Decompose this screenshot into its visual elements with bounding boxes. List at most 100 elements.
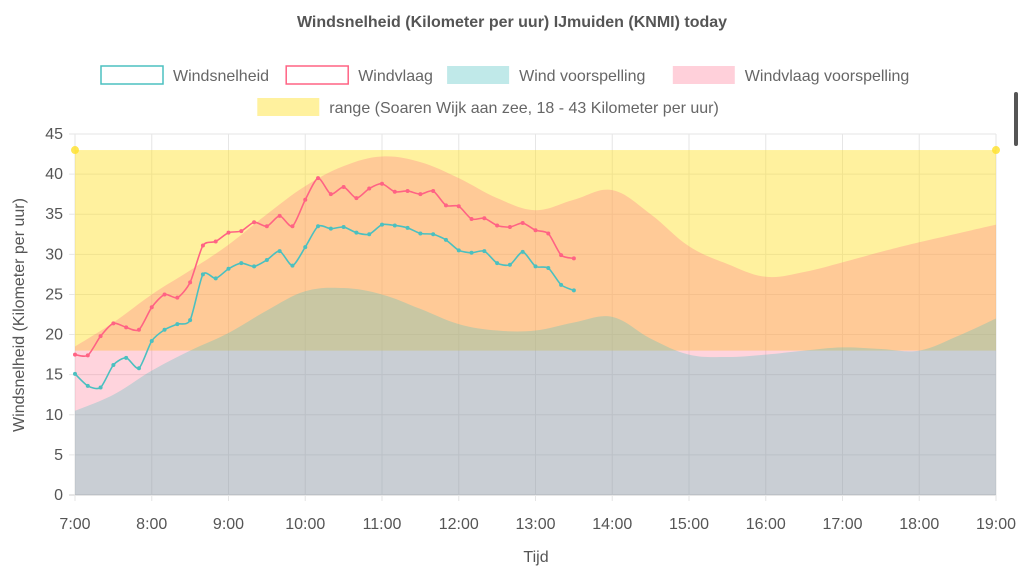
y-tick-label: 35 bbox=[45, 206, 63, 223]
y-tick-label: 20 bbox=[45, 327, 63, 344]
gust-point bbox=[354, 196, 359, 201]
legend-swatch bbox=[257, 98, 320, 116]
chart-title: Windsnelheid (Kilometer per uur) IJmuide… bbox=[297, 14, 727, 31]
wind-point bbox=[124, 355, 129, 360]
gust-point bbox=[124, 325, 129, 330]
y-tick-label: 25 bbox=[45, 286, 63, 303]
gust-point bbox=[520, 221, 525, 226]
gust-point bbox=[149, 305, 154, 310]
y-axis-title: Windsnelheid (Kilometer per uur) bbox=[11, 198, 28, 432]
gust-line bbox=[74, 177, 575, 358]
wind-point bbox=[482, 249, 487, 254]
wind-point bbox=[303, 245, 308, 250]
x-tick-label: 7:00 bbox=[59, 516, 90, 533]
range-point bbox=[71, 146, 79, 155]
gust-point bbox=[303, 197, 308, 202]
gust-point bbox=[482, 216, 487, 221]
y-tick-label: 0 bbox=[54, 487, 63, 504]
legend-swatch bbox=[100, 65, 164, 85]
legend-label: range (Soaren Wijk aan zee, 18 - 43 Kilo… bbox=[329, 100, 719, 117]
gust-point bbox=[418, 192, 423, 197]
gust-point bbox=[73, 352, 77, 357]
legend-swatch bbox=[672, 66, 735, 84]
y-tick-label: 45 bbox=[45, 126, 63, 143]
gust-point bbox=[226, 230, 231, 235]
wind-point bbox=[559, 282, 564, 287]
wind-point bbox=[507, 262, 512, 267]
gust-point bbox=[111, 321, 116, 326]
x-axis-title: Tijd bbox=[523, 549, 548, 566]
gust-point bbox=[188, 280, 193, 285]
scrollbar[interactable] bbox=[1014, 92, 1018, 146]
wind-point bbox=[495, 261, 500, 266]
wind-point bbox=[149, 338, 154, 343]
gust-point bbox=[290, 224, 295, 229]
range-point bbox=[992, 146, 1000, 155]
y-tick-label: 30 bbox=[45, 246, 63, 263]
legend-item: Windvlaag bbox=[285, 65, 433, 85]
gust-point bbox=[136, 327, 141, 332]
gust-point bbox=[431, 188, 436, 193]
x-tick-label: 16:00 bbox=[746, 516, 786, 533]
wind-point bbox=[98, 385, 103, 390]
wind-point bbox=[264, 257, 269, 262]
gust-point bbox=[559, 253, 564, 258]
wind-point bbox=[175, 322, 180, 327]
wind-point bbox=[111, 363, 116, 368]
legend-item: Windvlaag voorspelling bbox=[672, 66, 910, 85]
wind-point bbox=[188, 318, 193, 323]
wind-point bbox=[443, 237, 448, 242]
wind-point bbox=[200, 272, 205, 277]
gust-point bbox=[239, 229, 244, 234]
gust-point bbox=[456, 204, 461, 209]
legend-item: Wind voorspelling bbox=[447, 66, 645, 85]
gust-point bbox=[98, 334, 103, 339]
wind-point bbox=[239, 261, 244, 266]
wind-line bbox=[74, 223, 575, 390]
gust-point bbox=[495, 223, 500, 228]
wind-point bbox=[380, 222, 384, 227]
gust-point bbox=[507, 225, 512, 230]
legend-item: range (Soaren Wijk aan zee, 18 - 43 Kilo… bbox=[257, 98, 719, 117]
legend-label: Windsnelheid bbox=[173, 68, 269, 85]
wind-point bbox=[520, 249, 525, 254]
x-tick-label: 18:00 bbox=[899, 516, 939, 533]
legend-label: Wind voorspelling bbox=[519, 68, 645, 85]
wind-point bbox=[162, 327, 167, 332]
y-tick-label: 5 bbox=[54, 447, 63, 464]
gust-point bbox=[213, 239, 218, 244]
gust-forecast-area bbox=[75, 156, 996, 495]
gust-point bbox=[367, 186, 372, 191]
wind-point bbox=[456, 248, 461, 253]
legend: Windsnelheid Windvlaag Wind voorspelling Wi… bbox=[100, 65, 910, 117]
grid bbox=[69, 133, 997, 501]
wind-point bbox=[392, 223, 397, 228]
gust-point bbox=[341, 184, 346, 189]
gust-point bbox=[175, 295, 180, 300]
gust-point bbox=[392, 189, 397, 194]
wind-point bbox=[252, 264, 257, 269]
wind-point bbox=[405, 225, 410, 230]
wind-point bbox=[341, 225, 346, 230]
y-tick-label: 40 bbox=[45, 166, 63, 183]
wind-forecast-area bbox=[75, 287, 996, 495]
y-tick-label: 15 bbox=[45, 367, 63, 384]
gust-point bbox=[443, 203, 448, 208]
x-tick-label: 10:00 bbox=[285, 516, 325, 533]
y-tick-label: 10 bbox=[45, 407, 63, 424]
wind-point bbox=[290, 263, 295, 268]
wind-point bbox=[328, 226, 333, 231]
wind-point bbox=[431, 232, 436, 237]
gust-point bbox=[264, 224, 269, 229]
wind-point bbox=[136, 366, 141, 371]
gust-point bbox=[277, 213, 282, 218]
gust-point bbox=[200, 243, 205, 248]
series-lines bbox=[73, 176, 576, 390]
wind-point bbox=[277, 249, 282, 254]
gust-point bbox=[571, 256, 576, 261]
legend-item: Windsnelheid bbox=[100, 65, 269, 85]
x-tick-label: 9:00 bbox=[213, 516, 244, 533]
legend-swatch bbox=[285, 65, 349, 85]
legend-label: Windvlaag voorspelling bbox=[745, 68, 910, 85]
legend-swatch bbox=[447, 66, 510, 84]
